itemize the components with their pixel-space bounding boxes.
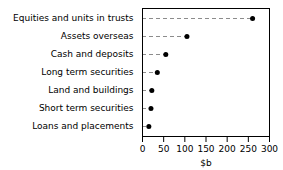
svg-text:Equities and units in trusts: Equities and units in trusts [13, 13, 134, 23]
svg-text:150: 150 [197, 144, 214, 154]
svg-text:Loans and placements: Loans and placements [32, 121, 134, 131]
svg-text:Short term securities: Short term securities [39, 103, 134, 113]
svg-text:0: 0 [140, 144, 146, 154]
svg-text:300: 300 [261, 144, 278, 154]
svg-text:Assets overseas: Assets overseas [61, 31, 134, 41]
svg-text:50: 50 [158, 144, 170, 154]
svg-text:Land and buildings: Land and buildings [48, 85, 134, 95]
svg-text:100: 100 [176, 144, 193, 154]
svg-text:250: 250 [240, 144, 257, 154]
svg-text:Cash and deposits: Cash and deposits [51, 49, 134, 59]
svg-text:Long term securities: Long term securities [41, 67, 134, 77]
svg-text:200: 200 [219, 144, 236, 154]
svg-text:$b: $b [200, 158, 212, 168]
